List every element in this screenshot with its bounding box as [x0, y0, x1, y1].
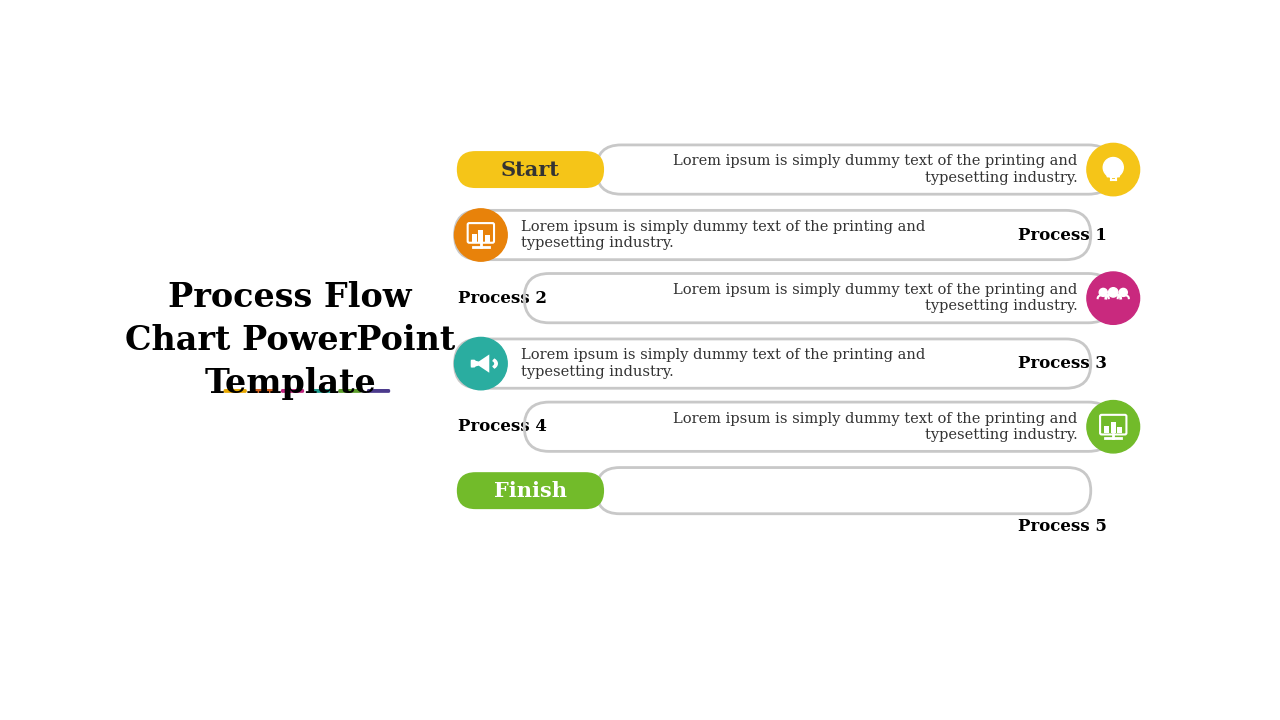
Text: Lorem ipsum is simply dummy text of the printing and
typesetting industry.: Lorem ipsum is simply dummy text of the …	[673, 412, 1078, 442]
FancyBboxPatch shape	[472, 234, 476, 242]
FancyBboxPatch shape	[1117, 427, 1123, 433]
FancyBboxPatch shape	[485, 235, 490, 242]
Polygon shape	[471, 354, 489, 373]
FancyBboxPatch shape	[457, 472, 604, 509]
FancyBboxPatch shape	[338, 389, 361, 393]
FancyBboxPatch shape	[457, 151, 604, 188]
Text: Lorem ipsum is simply dummy text of the printing and
typesetting industry.: Lorem ipsum is simply dummy text of the …	[673, 155, 1078, 184]
Circle shape	[1119, 289, 1128, 297]
Text: Start: Start	[500, 160, 559, 179]
Text: Finish: Finish	[494, 481, 567, 500]
Circle shape	[1108, 288, 1117, 297]
FancyBboxPatch shape	[280, 389, 305, 393]
Text: Process 5: Process 5	[1018, 518, 1107, 534]
Circle shape	[454, 338, 507, 390]
FancyBboxPatch shape	[367, 389, 390, 393]
Text: Process 1: Process 1	[1018, 227, 1107, 243]
Text: Process 4: Process 4	[458, 418, 548, 435]
FancyBboxPatch shape	[1107, 174, 1120, 177]
Text: Lorem ipsum is simply dummy text of the printing and
typesetting industry.: Lorem ipsum is simply dummy text of the …	[673, 283, 1078, 313]
Text: Process 3: Process 3	[1018, 355, 1107, 372]
FancyBboxPatch shape	[310, 389, 333, 393]
Circle shape	[1087, 272, 1139, 324]
Circle shape	[454, 209, 507, 261]
FancyBboxPatch shape	[479, 230, 484, 242]
Circle shape	[1103, 158, 1124, 177]
Text: Process 2: Process 2	[458, 289, 548, 307]
FancyBboxPatch shape	[1105, 426, 1108, 433]
Text: Process Flow
Chart PowerPoint
Template: Process Flow Chart PowerPoint Template	[125, 281, 456, 400]
FancyBboxPatch shape	[1105, 170, 1121, 173]
FancyBboxPatch shape	[1111, 422, 1116, 433]
FancyBboxPatch shape	[252, 389, 275, 393]
Text: Lorem ipsum is simply dummy text of the printing and
typesetting industry.: Lorem ipsum is simply dummy text of the …	[521, 220, 925, 250]
FancyBboxPatch shape	[1106, 172, 1120, 175]
Circle shape	[1087, 400, 1139, 453]
FancyBboxPatch shape	[471, 360, 476, 367]
Text: Lorem ipsum is simply dummy text of the printing and
typesetting industry.: Lorem ipsum is simply dummy text of the …	[521, 348, 925, 379]
Circle shape	[1100, 289, 1107, 297]
Circle shape	[1087, 143, 1139, 196]
FancyBboxPatch shape	[224, 389, 247, 393]
